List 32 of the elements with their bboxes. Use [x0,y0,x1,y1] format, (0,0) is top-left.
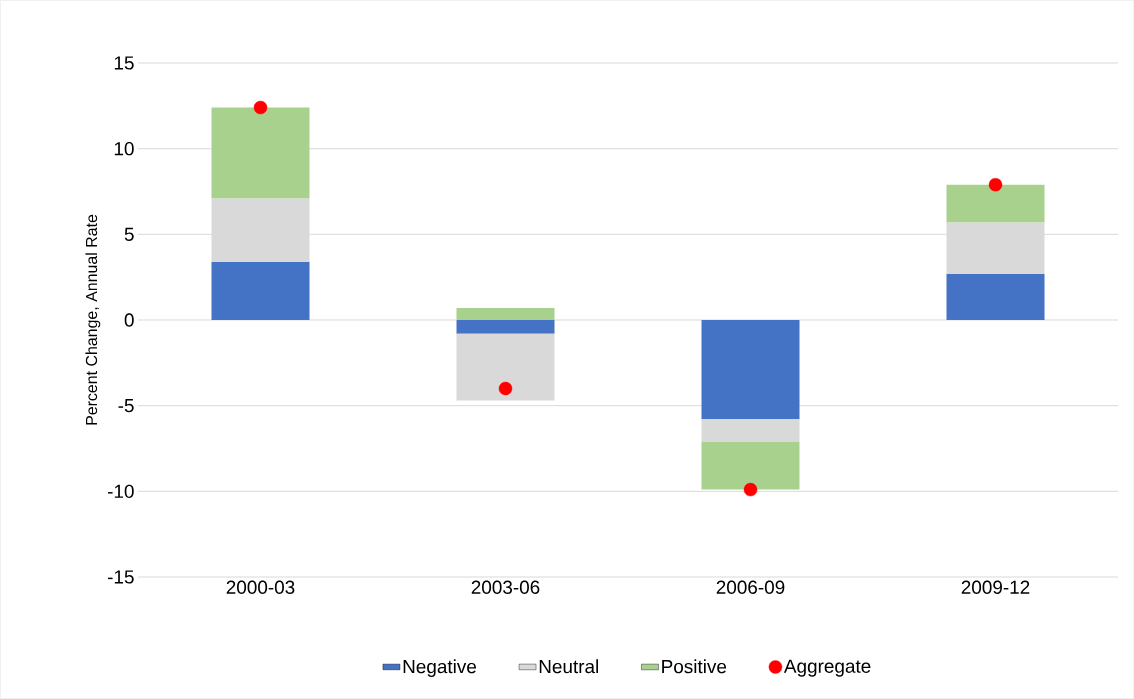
bar [946,184,1045,223]
point [498,381,513,396]
y-tick-label: -15 [107,570,134,584]
y-tick-label: 15 [114,56,134,70]
bar [946,222,1045,274]
x-tick-label: 2009-12 [961,580,1030,594]
bar [211,261,310,320]
legend-label: Neutral [539,659,598,674]
bar [456,333,555,401]
legend-label: Aggregate [783,659,871,677]
legend-label: Negative [403,659,476,677]
x-tick-label: 2003-06 [471,580,540,594]
bar [946,273,1045,320]
y-tick-label: 0 [124,313,134,327]
y-axis-title: Percent Change, Annual Rate [85,214,101,425]
x-tick-label: 2000-03 [226,580,295,594]
y-tick-label: -10 [107,484,134,499]
bar [701,441,800,490]
bar [456,320,555,334]
bar [211,107,310,199]
y-tick-label: 5 [124,227,134,241]
point [253,100,268,115]
y-tick-label: -5 [118,399,134,413]
x-tick-label: 2006-09 [716,580,785,594]
legend-label: Positive [662,659,727,674]
bar [701,419,800,442]
y-tick-label: 10 [114,141,134,156]
point [743,482,758,497]
point [988,177,1003,192]
bar [456,308,555,320]
bar [211,198,310,262]
bar [701,320,800,420]
